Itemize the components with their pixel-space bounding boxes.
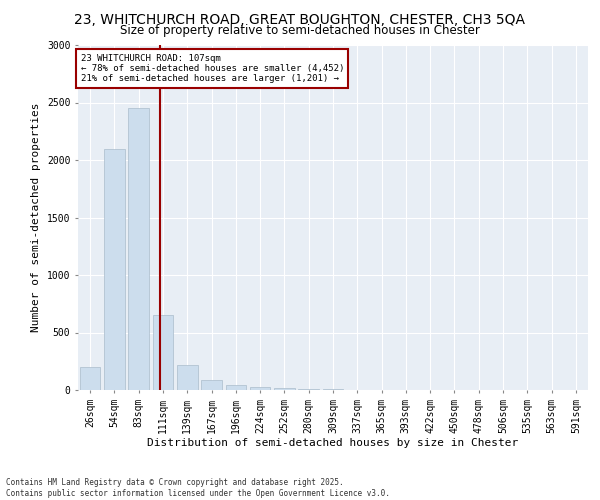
Bar (177, 364, 197, 390)
Text: 23 WHITCHURCH ROAD: 107sqm
← 78% of semi-detached houses are smaller (4,452)
21%: 23 WHITCHURCH ROAD: 107sqm ← 78% of semi… (80, 54, 344, 84)
Text: 23, WHITCHURCH ROAD, GREAT BOUGHTON, CHESTER, CH3 5QA: 23, WHITCHURCH ROAD, GREAT BOUGHTON, CHE… (74, 12, 526, 26)
Bar (274, 388, 295, 390)
Y-axis label: Number of semi-detached properties: Number of semi-detached properties (31, 103, 41, 332)
Bar (152, 316, 173, 390)
Bar (250, 387, 271, 390)
Bar (80, 367, 100, 390)
X-axis label: Distribution of semi-detached houses by size in Chester: Distribution of semi-detached houses by … (148, 438, 518, 448)
Text: Contains HM Land Registry data © Crown copyright and database right 2025.
Contai: Contains HM Land Registry data © Crown c… (6, 478, 390, 498)
Bar (104, 148, 125, 390)
Bar (226, 385, 246, 390)
Bar (298, 389, 319, 390)
Bar (128, 108, 149, 390)
Bar (201, 380, 222, 390)
Text: Size of property relative to semi-detached houses in Chester: Size of property relative to semi-detach… (120, 24, 480, 37)
